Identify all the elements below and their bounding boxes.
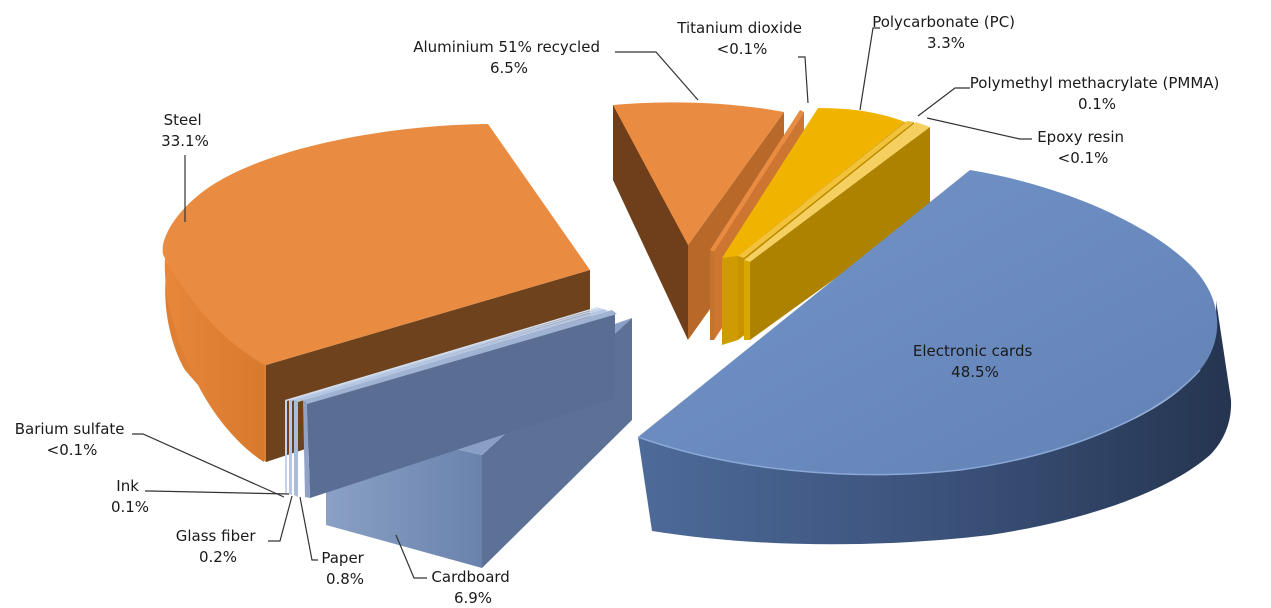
label-glass-fiber: Glass fiber 0.2%	[176, 527, 261, 566]
label-pmma: Polymethyl methacrylate (PMMA) 0.1%	[970, 74, 1224, 113]
label-polycarbonate-value: 3.3%	[927, 34, 965, 52]
label-cardboard: Cardboard 6.9%	[431, 568, 514, 607]
pie-slice-paper	[303, 310, 617, 498]
label-electronic-cards-value: 48.5%	[951, 363, 999, 381]
label-aluminium: Aluminium 51% recycled 6.5%	[413, 38, 605, 77]
slice-labels: Steel 33.1% Aluminium 51% recycled 6.5% …	[15, 13, 1224, 607]
label-pmma-value: 0.1%	[1078, 95, 1116, 113]
label-titanium: Titanium dioxide <0.1%	[676, 19, 806, 58]
label-polycarbonate-name: Polycarbonate (PC)	[872, 13, 1015, 31]
label-electronic-cards: Electronic cards 48.5%	[913, 342, 1037, 381]
label-aluminium-value: 6.5%	[490, 59, 528, 77]
leader-line-aluminium	[615, 51, 699, 101]
label-pmma-name: Polymethyl methacrylate (PMMA)	[970, 74, 1220, 92]
label-ink-name: Ink	[116, 477, 139, 495]
label-barium: Barium sulfate <0.1%	[15, 420, 130, 459]
leader-line-paper	[299, 496, 318, 561]
leader-line-polycarbonate	[859, 27, 880, 111]
leader-line-titanium	[798, 56, 809, 104]
label-electronic-cards-name: Electronic cards	[913, 342, 1033, 360]
pie-slice-electronic-cards	[637, 170, 1232, 545]
label-cardboard-name: Cardboard	[431, 568, 509, 586]
label-titanium-name: Titanium dioxide	[676, 19, 802, 37]
label-titanium-value: <0.1%	[717, 40, 768, 58]
pie-slice-epoxy-resin	[744, 122, 930, 340]
label-glass-fiber-value: 0.2%	[199, 548, 237, 566]
leader-line-barium	[132, 433, 285, 498]
label-paper-name: Paper	[321, 549, 364, 567]
label-paper-value: 0.8%	[326, 570, 364, 588]
label-ink: Ink 0.1%	[111, 477, 149, 516]
label-barium-value: <0.1%	[47, 441, 98, 459]
leader-line-epoxy	[926, 117, 1032, 140]
leader-lines	[132, 27, 1032, 579]
leader-line-ink	[145, 490, 290, 495]
label-epoxy: Epoxy resin <0.1%	[1037, 128, 1129, 167]
pie-slice-aluminium	[613, 102, 784, 340]
leader-line-cardboard	[395, 534, 427, 579]
label-cardboard-value: 6.9%	[454, 589, 492, 607]
pie-slice-ink	[289, 308, 603, 495]
label-steel-name: Steel	[164, 111, 202, 129]
pie-slice-glass-fiber	[294, 309, 608, 497]
label-steel-value: 33.1%	[161, 132, 209, 150]
label-epoxy-name: Epoxy resin	[1037, 128, 1124, 146]
leader-line-glass	[268, 495, 293, 542]
leader-line-pmma	[917, 87, 970, 117]
label-glass-fiber-name: Glass fiber	[176, 527, 257, 545]
label-epoxy-value: <0.1%	[1058, 149, 1109, 167]
label-barium-name: Barium sulfate	[15, 420, 125, 438]
pie-slice-barium-sulfate	[285, 307, 599, 494]
label-steel: Steel 33.1%	[161, 111, 209, 150]
label-aluminium-name: Aluminium 51% recycled	[413, 38, 600, 56]
label-ink-value: 0.1%	[111, 498, 149, 516]
label-polycarbonate: Polycarbonate (PC) 3.3%	[872, 13, 1020, 52]
label-paper: Paper 0.8%	[321, 549, 368, 588]
